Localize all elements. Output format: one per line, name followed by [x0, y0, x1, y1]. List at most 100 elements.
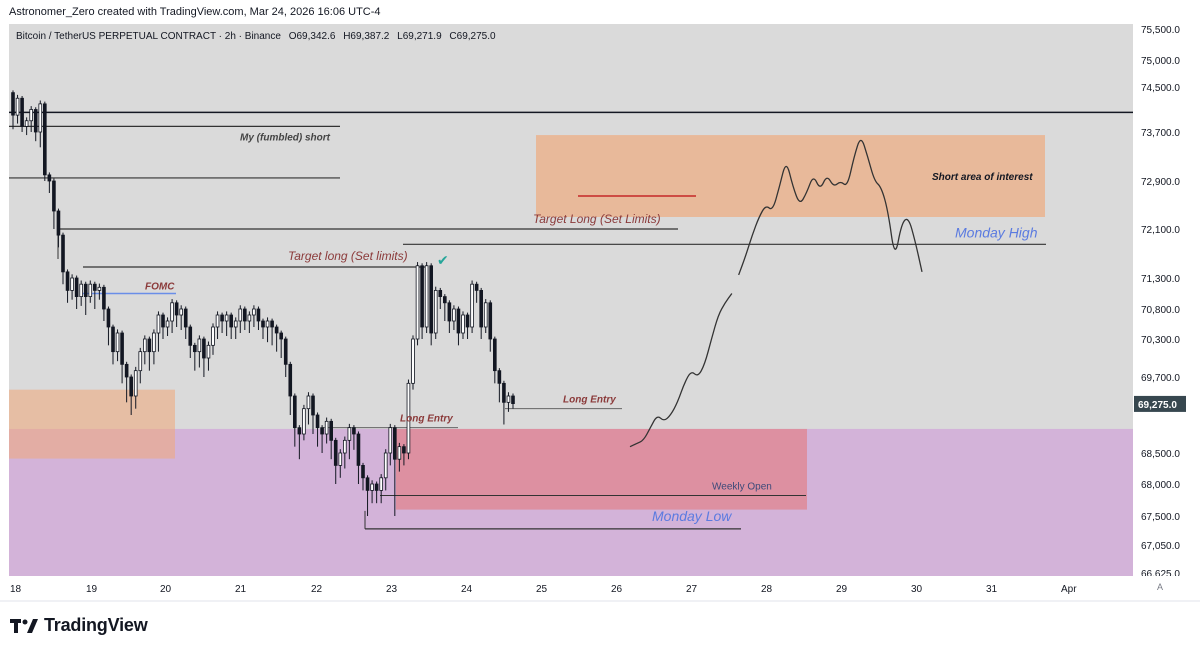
candle[interactable]	[152, 329, 156, 365]
candle[interactable]	[470, 280, 474, 333]
candle[interactable]	[88, 280, 93, 303]
candle[interactable]	[33, 107, 38, 142]
candle[interactable]	[24, 117, 29, 136]
candle[interactable]	[456, 306, 461, 346]
candle[interactable]	[311, 393, 315, 434]
candle[interactable]	[238, 305, 243, 333]
candle[interactable]	[188, 324, 193, 358]
candle[interactable]	[183, 306, 188, 339]
candle[interactable]	[202, 336, 206, 377]
candle[interactable]	[443, 294, 447, 321]
candle[interactable]	[56, 208, 61, 248]
candle[interactable]	[374, 481, 379, 504]
candle[interactable]	[288, 361, 293, 415]
candle[interactable]	[115, 329, 120, 362]
candle[interactable]	[447, 300, 452, 333]
candle[interactable]	[102, 284, 106, 321]
candle[interactable]	[347, 423, 352, 460]
candle[interactable]	[461, 311, 465, 339]
candle[interactable]	[65, 269, 70, 303]
candle[interactable]	[193, 342, 197, 371]
candle[interactable]	[365, 475, 370, 516]
candle[interactable]	[429, 263, 433, 346]
candle[interactable]	[179, 305, 183, 330]
candle[interactable]	[170, 299, 174, 333]
candle[interactable]	[79, 280, 83, 306]
candle[interactable]	[483, 299, 488, 333]
candle[interactable]	[383, 449, 388, 491]
candle[interactable]	[320, 425, 324, 453]
candle[interactable]	[143, 335, 147, 365]
candle[interactable]	[352, 425, 356, 450]
candle[interactable]	[93, 281, 97, 309]
candle[interactable]	[47, 172, 52, 193]
candle[interactable]	[493, 336, 497, 384]
candle[interactable]	[274, 324, 279, 352]
projection-path-1[interactable]	[629, 293, 733, 448]
candle[interactable]	[393, 425, 397, 516]
candle[interactable]	[338, 449, 343, 478]
candle[interactable]	[506, 392, 511, 412]
tradingview-brand[interactable]: TradingView	[10, 615, 148, 636]
time-axis-panel[interactable]	[0, 576, 1200, 601]
candle[interactable]	[215, 311, 220, 339]
candle[interactable]	[197, 335, 202, 368]
candle[interactable]	[433, 286, 438, 339]
candle[interactable]	[124, 361, 129, 403]
candle[interactable]	[306, 392, 311, 425]
candle[interactable]	[356, 431, 361, 484]
candle[interactable]	[420, 263, 424, 339]
candle[interactable]	[261, 318, 265, 339]
candle[interactable]	[415, 262, 420, 346]
candle[interactable]	[474, 281, 479, 303]
candle[interactable]	[343, 436, 347, 469]
candle[interactable]	[43, 101, 47, 181]
candle[interactable]	[52, 178, 56, 229]
candle[interactable]	[111, 324, 115, 365]
candle[interactable]	[206, 341, 211, 371]
candle[interactable]	[156, 311, 161, 352]
candle[interactable]	[361, 462, 365, 491]
candle[interactable]	[379, 474, 383, 504]
candle[interactable]	[411, 335, 415, 390]
candle[interactable]	[397, 442, 402, 472]
candle[interactable]	[283, 336, 288, 377]
candle[interactable]	[279, 330, 283, 358]
candle[interactable]	[324, 417, 329, 444]
candle[interactable]	[465, 312, 470, 339]
candle[interactable]	[20, 96, 24, 132]
candle[interactable]	[243, 306, 247, 330]
peach-zone-left[interactable]	[9, 389, 175, 459]
candle[interactable]	[406, 379, 411, 460]
candle[interactable]	[97, 283, 102, 300]
candle[interactable]	[270, 318, 274, 346]
candle[interactable]	[120, 330, 124, 384]
candle[interactable]	[315, 412, 320, 447]
candle[interactable]	[370, 480, 374, 504]
current-price-badge[interactable]	[1134, 395, 1186, 412]
price-axis-panel[interactable]	[1133, 0, 1200, 576]
red-zone[interactable]	[396, 428, 807, 510]
candle[interactable]	[165, 317, 170, 336]
candle[interactable]	[497, 368, 502, 403]
candle[interactable]	[488, 300, 493, 352]
candle[interactable]	[388, 423, 393, 466]
candle[interactable]	[438, 287, 443, 309]
candle[interactable]	[106, 306, 111, 346]
candle[interactable]	[329, 418, 333, 460]
candle[interactable]	[265, 317, 270, 343]
auto-scale-button[interactable]: A	[1157, 582, 1164, 592]
candle[interactable]	[220, 312, 224, 333]
candle[interactable]	[211, 323, 215, 355]
candle[interactable]	[297, 425, 302, 460]
candle[interactable]	[502, 380, 506, 425]
candle[interactable]	[252, 305, 256, 327]
candle[interactable]	[452, 305, 456, 330]
candle[interactable]	[74, 275, 79, 309]
candle[interactable]	[333, 437, 338, 484]
projection-path-2[interactable]	[738, 139, 923, 276]
candle[interactable]	[424, 262, 429, 333]
candle[interactable]	[174, 300, 179, 327]
candle[interactable]	[233, 317, 238, 339]
